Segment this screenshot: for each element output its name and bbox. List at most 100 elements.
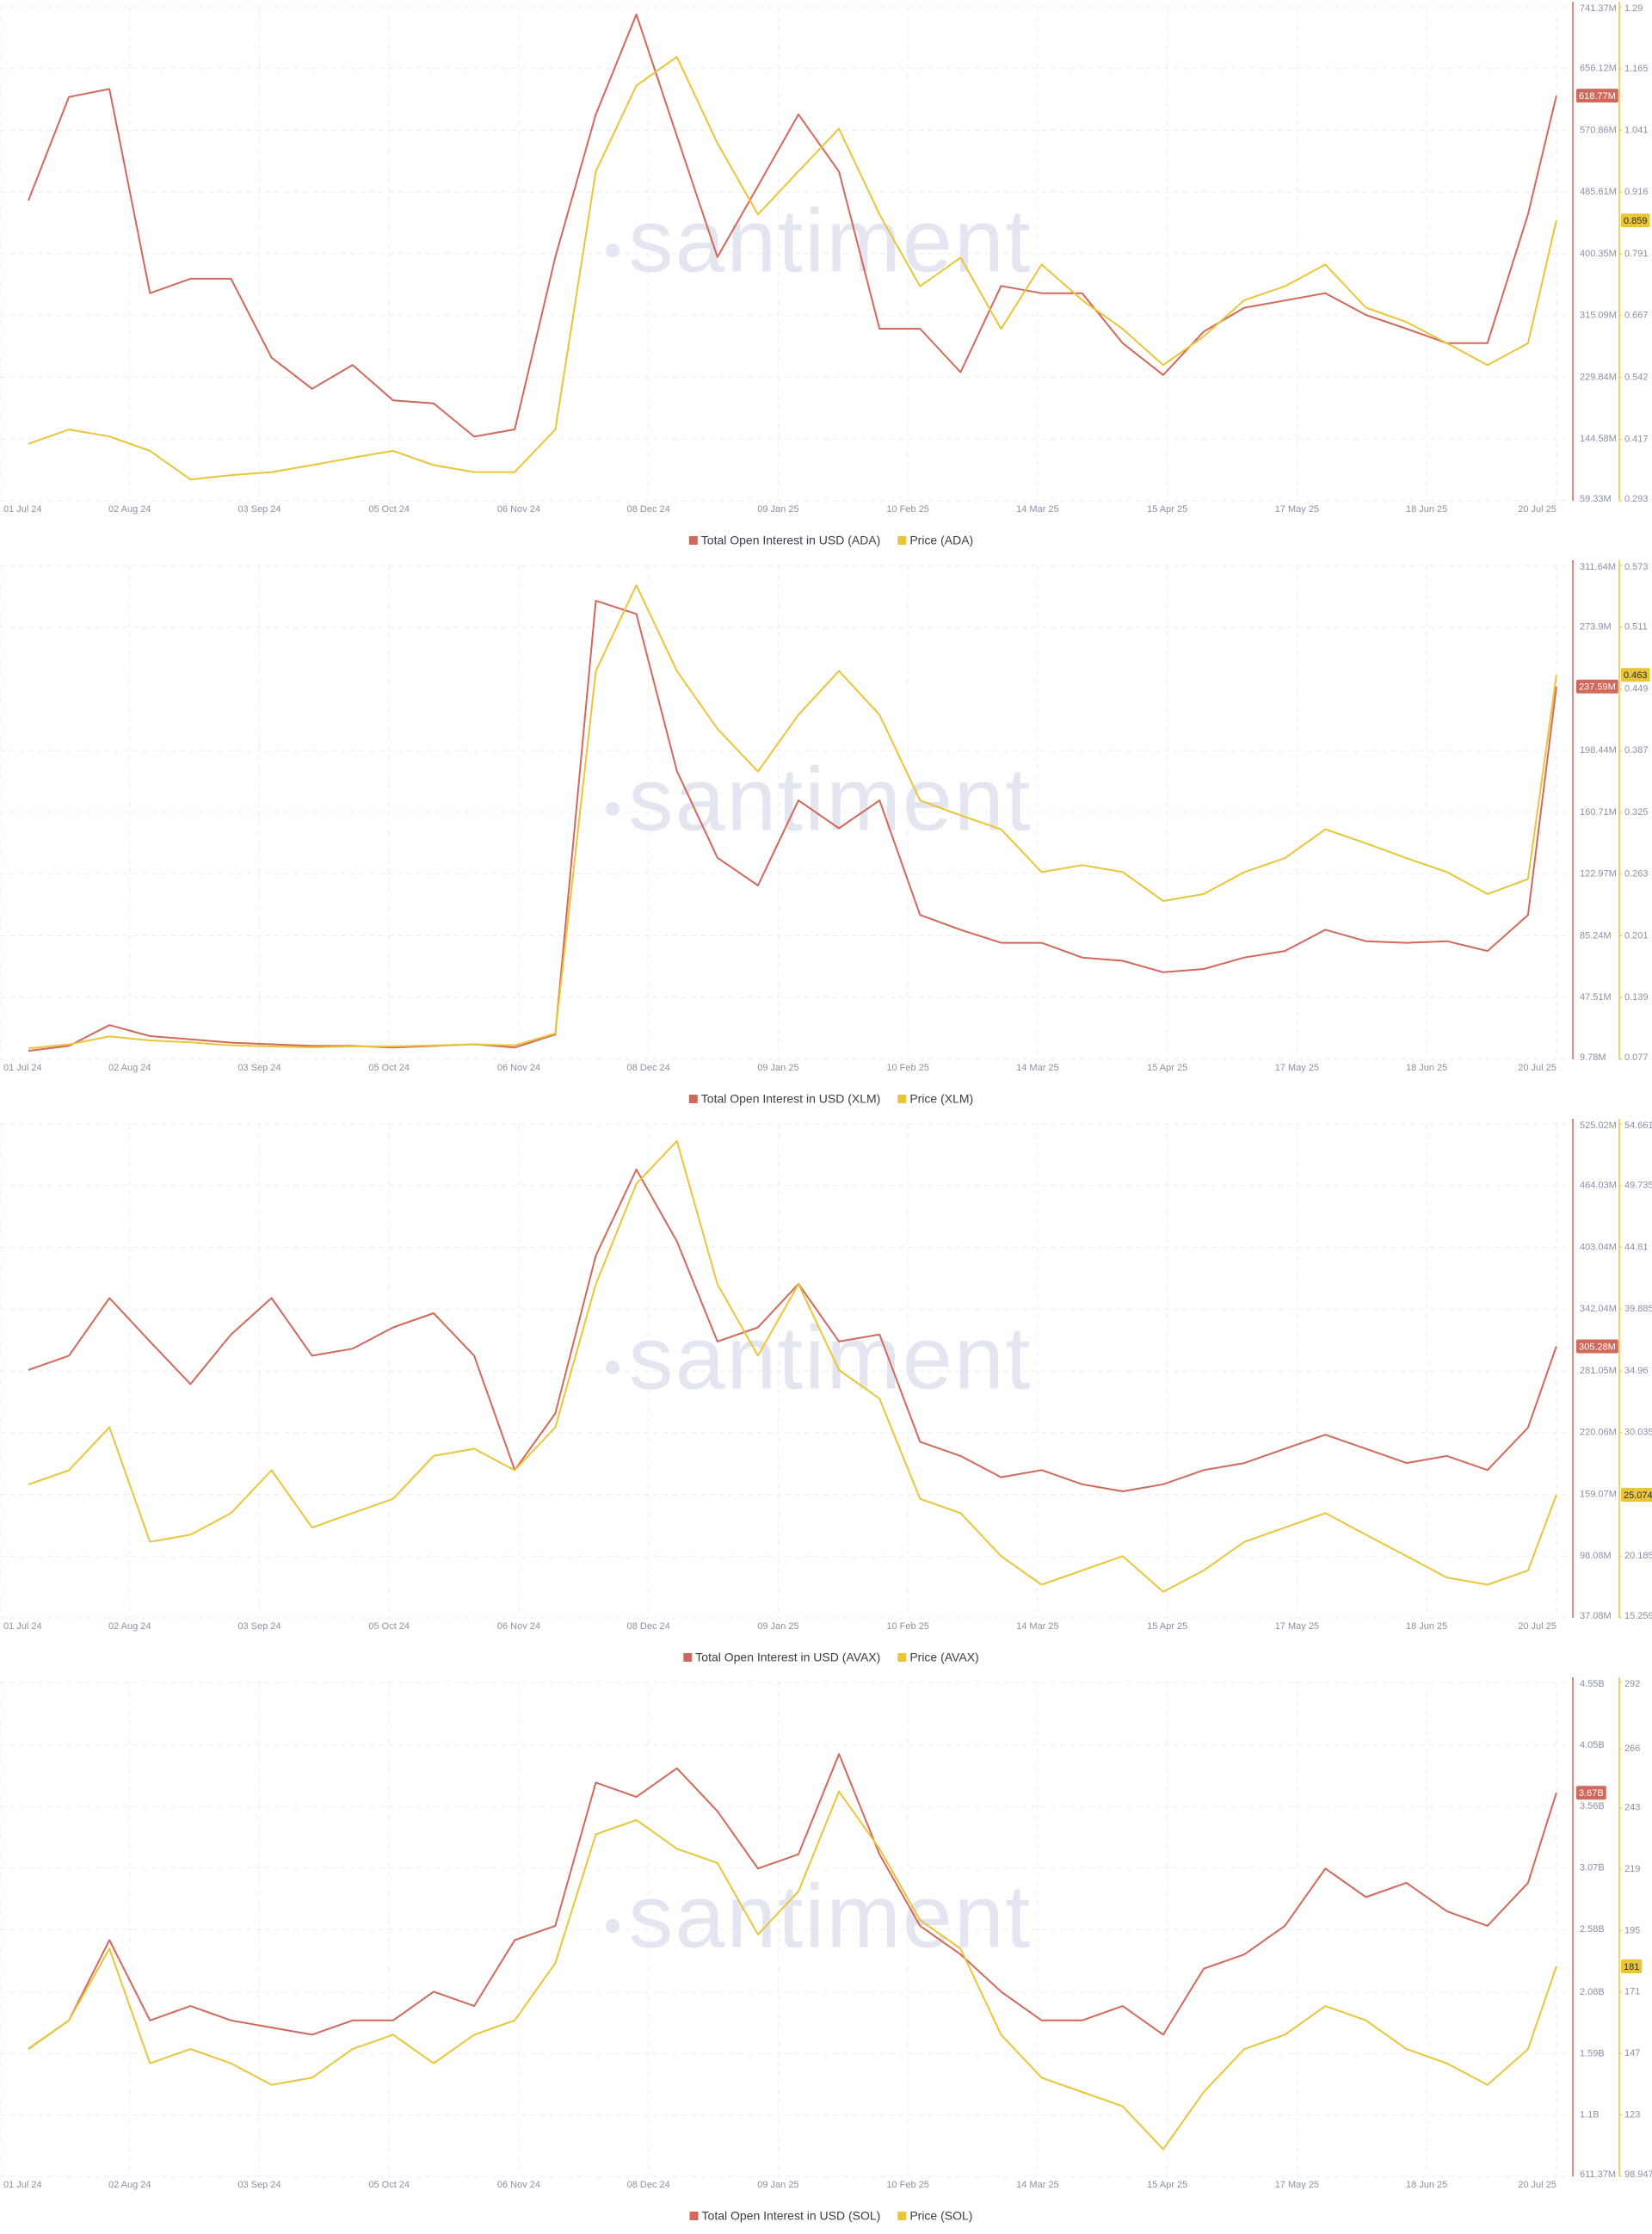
x-tick-label: 10 Feb 25 (886, 504, 929, 515)
y2-tick-label: 0.293 (1624, 494, 1649, 504)
legend-label: Price (XLM) (909, 1092, 973, 1106)
y-tick-label: 273.9M (1580, 622, 1612, 633)
x-tick-label: 03 Sep 24 (237, 1621, 280, 1632)
y-tick-label: 403.04M (1580, 1242, 1617, 1252)
y2-tick-label: 147 (1624, 2048, 1640, 2058)
x-tick-label: 03 Sep 24 (237, 2180, 280, 2190)
y2-tick-label: 0.263 (1624, 869, 1649, 879)
x-tick-label: 06 Nov 24 (497, 2180, 540, 2190)
series-line (28, 13, 1557, 438)
y2-tick-label: 0.511 (1624, 622, 1648, 633)
y-tick-label: 281.05M (1580, 1366, 1617, 1376)
value-badge-label: 305.28M (1579, 1342, 1616, 1352)
x-tick-label: 05 Oct 24 (368, 2180, 410, 2190)
y-tick-label: 570.86M (1580, 125, 1617, 135)
legend-label: Total Open Interest in USD (XLM) (701, 1092, 881, 1106)
x-tick-label: 03 Sep 24 (237, 1063, 280, 1073)
x-tick-label: 18 Jun 25 (1406, 1063, 1447, 1073)
y-tick-label: 656.12M (1580, 64, 1617, 74)
value-badge-label: 0.463 (1624, 670, 1648, 681)
y2-tick-label: 195 (1624, 1925, 1640, 1935)
y2-tick-label: 98.947 (1624, 2169, 1652, 2180)
x-tick-label: 01 Jul 24 (3, 504, 42, 515)
y2-tick-label: 1.041 (1624, 125, 1649, 135)
x-tick-label: 17 May 25 (1275, 2180, 1319, 2190)
y2-tick-label: 49.735 (1624, 1181, 1652, 1191)
x-tick-label: 17 May 25 (1275, 1621, 1319, 1632)
x-tick-label: 18 Jun 25 (1406, 504, 1447, 515)
y-tick-label: 160.71M (1580, 807, 1617, 818)
y2-tick-label: 54.661 (1624, 1120, 1652, 1131)
x-tick-label: 18 Jun 25 (1406, 1621, 1447, 1632)
x-tick-label: 09 Jan 25 (757, 2180, 798, 2190)
x-tick-label: 10 Feb 25 (886, 1063, 929, 1073)
series-line (28, 1139, 1557, 1593)
y2-tick-label: 266 (1624, 1743, 1640, 1754)
watermark: santiment (629, 1867, 1032, 1966)
x-tick-label: 14 Mar 25 (1016, 2180, 1059, 2190)
y2-tick-label: 0.573 (1624, 562, 1649, 572)
y-tick-label: 741.37M (1580, 3, 1617, 14)
x-tick-label: 15 Apr 25 (1147, 1063, 1187, 1073)
y2-tick-label: 171 (1624, 1987, 1640, 1997)
y2-tick-label: 0.325 (1624, 807, 1649, 818)
value-badge-label: 25.074 (1624, 1490, 1652, 1501)
y2-tick-label: 243 (1624, 1803, 1640, 1813)
x-tick-label: 02 Aug 24 (108, 1063, 151, 1073)
y2-tick-label: 39.885 (1624, 1304, 1652, 1314)
y2-tick-label: 0.417 (1624, 435, 1649, 445)
y2-tick-label: 0.139 (1624, 992, 1649, 1003)
y2-tick-label: 0.201 (1624, 930, 1649, 941)
y-tick-label: 400.35M (1580, 249, 1617, 259)
x-tick-label: 18 Jun 25 (1406, 2180, 1447, 2190)
y-tick-label: 3.07B (1580, 1863, 1605, 1873)
value-badge-label: 3.67B (1579, 1788, 1604, 1799)
y2-tick-label: 0.387 (1624, 745, 1649, 756)
x-tick-label: 05 Oct 24 (368, 1621, 410, 1632)
legend-marker (897, 2212, 907, 2220)
y-tick-label: 144.58M (1580, 434, 1617, 444)
legend-marker (689, 2212, 699, 2220)
value-badge (1621, 213, 1650, 228)
legend-label: Price (AVAX) (909, 1651, 978, 1664)
x-tick-label: 05 Oct 24 (368, 504, 410, 515)
x-tick-label: 15 Apr 25 (1147, 1621, 1187, 1632)
y2-tick-label: 0.449 (1624, 683, 1649, 694)
y-tick-label: 1.59B (1580, 2048, 1605, 2058)
legend-label: Price (SOL) (909, 2209, 972, 2223)
x-tick-label: 06 Nov 24 (497, 1621, 540, 1632)
x-tick-label: 08 Dec 24 (627, 504, 670, 515)
x-tick-label: 20 Jul 25 (1518, 2180, 1556, 2190)
x-tick-label: 05 Oct 24 (368, 1063, 410, 1073)
y2-tick-label: 15.259 (1624, 1611, 1652, 1621)
y-tick-label: 229.84M (1580, 372, 1617, 382)
y2-tick-label: 292 (1624, 1679, 1640, 1689)
y2-tick-label: 219 (1624, 1864, 1640, 1874)
value-badge (1576, 679, 1618, 694)
y-tick-label: 311.64M (1580, 562, 1616, 572)
y-tick-label: 1.1B (1580, 2110, 1600, 2120)
value-badge (1621, 1488, 1652, 1503)
y-tick-label: 4.05B (1580, 1740, 1605, 1750)
series-line (28, 584, 1557, 1050)
x-tick-label: 06 Nov 24 (497, 504, 540, 515)
x-tick-label: 17 May 25 (1275, 504, 1319, 515)
x-tick-label: 01 Jul 24 (3, 1063, 42, 1073)
x-tick-label: 15 Apr 25 (1147, 504, 1187, 515)
value-badge (1576, 1786, 1606, 1800)
watermark-dot (606, 1361, 620, 1374)
y-tick-label: 4.55B (1580, 1679, 1605, 1689)
series-line (28, 1753, 1557, 2050)
x-tick-label: 02 Aug 24 (108, 2180, 151, 2190)
y2-tick-label: 1.29 (1624, 3, 1643, 14)
y2-tick-label: 0.542 (1624, 373, 1649, 383)
y-tick-label: 315.09M (1580, 311, 1617, 321)
x-tick-label: 08 Dec 24 (627, 1621, 670, 1632)
y2-tick-label: 0.077 (1624, 1052, 1649, 1063)
x-tick-label: 01 Jul 24 (3, 2180, 42, 2190)
y2-tick-label: 44.81 (1624, 1242, 1649, 1252)
y-tick-label: 98.08M (1580, 1551, 1612, 1561)
legend-marker (688, 1095, 698, 1103)
y2-tick-label: 30.035 (1624, 1428, 1652, 1438)
